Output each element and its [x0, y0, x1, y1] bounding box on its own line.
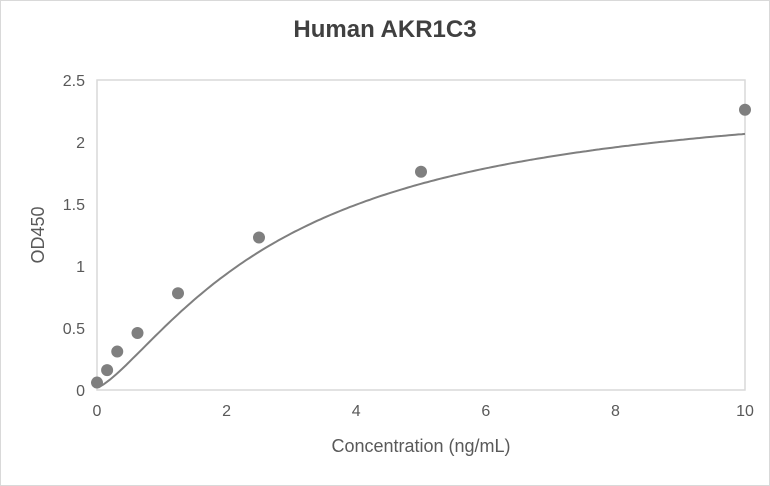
fit-curve	[96, 132, 746, 389]
y-tick-label: 0	[76, 383, 85, 400]
x-tick-label: 10	[736, 403, 754, 420]
chart-title: Human AKR1C3	[293, 16, 477, 43]
x-tick-label: 8	[611, 403, 620, 420]
y-tick-label: 2.5	[63, 73, 85, 90]
y-axis-label: OD450	[28, 206, 48, 263]
data-point	[253, 231, 265, 244]
x-axis-ticks: 0 2 4 6 8 10	[93, 403, 754, 420]
data-point	[131, 326, 144, 339]
x-tick-label: 2	[222, 403, 231, 420]
x-tick-label: 6	[481, 403, 490, 420]
y-tick-label: 0.5	[63, 321, 85, 338]
y-tick-label: 2	[76, 135, 85, 152]
data-points	[91, 103, 751, 389]
data-point	[101, 364, 114, 377]
data-point	[91, 376, 103, 389]
y-tick-label: 1.5	[63, 197, 85, 214]
x-tick-label: 0	[93, 403, 102, 420]
data-point	[739, 103, 751, 116]
data-point	[172, 287, 184, 300]
plot-area	[96, 79, 746, 391]
x-tick-label: 4	[352, 403, 361, 420]
y-axis-ticks: 0 0.5 1 1.5 2 2.5	[63, 73, 85, 400]
x-axis-label: Concentration (ng/mL)	[331, 436, 510, 456]
y-tick-label: 1	[76, 259, 85, 276]
data-point	[415, 165, 427, 178]
data-point	[111, 345, 124, 358]
